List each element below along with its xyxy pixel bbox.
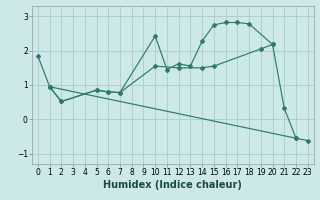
X-axis label: Humidex (Indice chaleur): Humidex (Indice chaleur) — [103, 180, 242, 190]
